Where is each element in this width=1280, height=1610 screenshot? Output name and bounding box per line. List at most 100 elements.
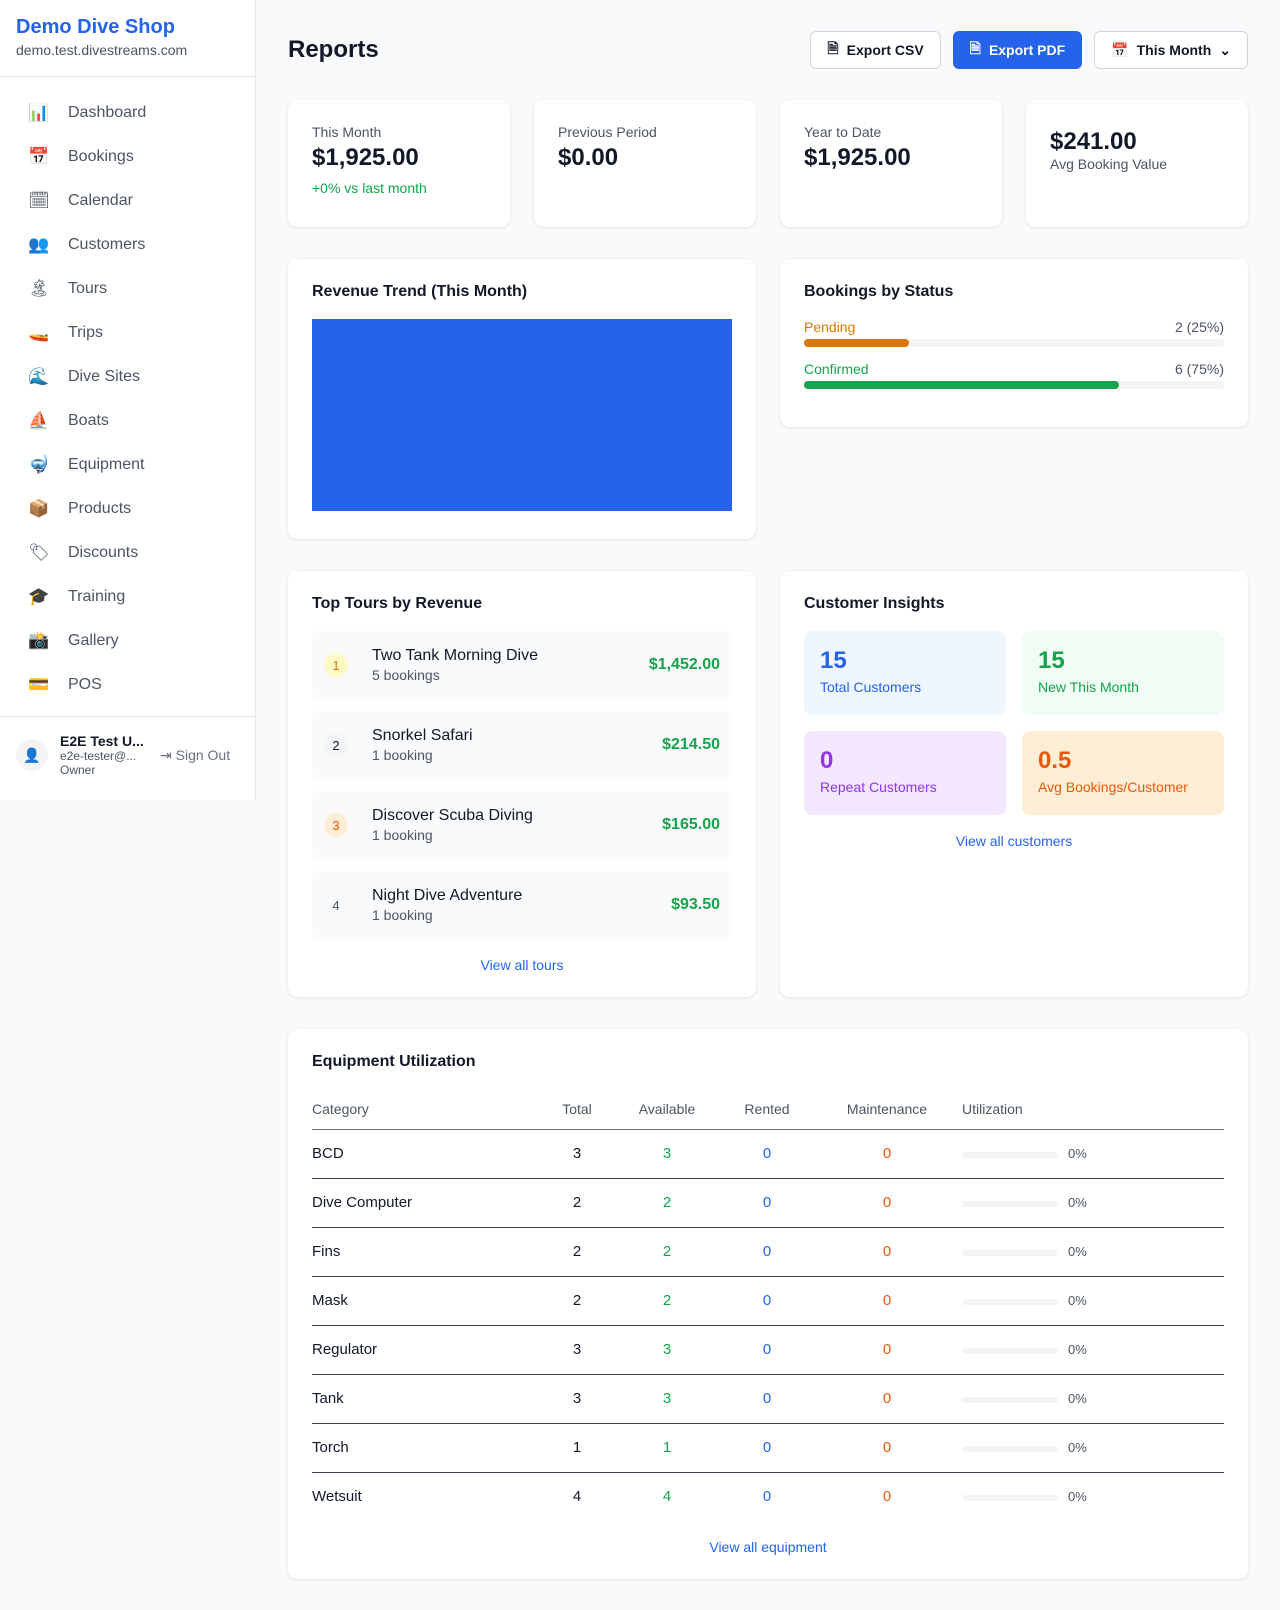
pos-icon: 💳 — [28, 675, 50, 694]
table-cell: Wetsuit — [312, 1472, 542, 1521]
cell-value: 0 — [762, 1341, 772, 1358]
sidebar-nav: 📊 Dashboard 📅 Bookings 🗓 Calendar 👥 Customers 🏝 T… — [0, 77, 255, 721]
table-cell: 2 — [542, 1178, 612, 1228]
insight-label: Avg Bookings/Customer — [1038, 779, 1188, 795]
table-cell: 2 — [542, 1276, 612, 1326]
sidebar-item-pos[interactable]: 💳 POS — [16, 663, 239, 707]
column-header: Available — [612, 1089, 722, 1130]
table-row: Torch 1 1 0 0 0% — [312, 1423, 1224, 1473]
insight-box: 15 New This Month — [1022, 631, 1224, 715]
sidebar-item-dive-sites[interactable]: 🌊 Dive Sites — [16, 355, 239, 399]
sidebar-item-label: Products — [68, 500, 132, 517]
sidebar-item-boats[interactable]: ⛵ Boats — [16, 399, 239, 443]
sidebar-item-label: Dashboard — [68, 104, 147, 121]
period-label: This Month — [1136, 42, 1212, 58]
export-csv-button[interactable]: 🗎 Export CSV — [810, 31, 941, 69]
shop-name[interactable]: Demo Dive Shop — [16, 16, 175, 38]
sidebar-item-dashboard[interactable]: 📊 Dashboard — [16, 91, 239, 135]
table-cell: 0% — [962, 1325, 1224, 1375]
view-all-customers-link[interactable]: View all customers — [955, 833, 1073, 849]
cell-value: 0% — [1068, 1244, 1087, 1259]
table-cell: 0 — [722, 1374, 812, 1424]
rank-badge: 3 — [324, 813, 348, 837]
sidebar-item-gallery[interactable]: 📸 Gallery — [16, 619, 239, 663]
revenue-trend-title: Revenue Trend (This Month) — [312, 283, 528, 300]
tour-name: Snorkel Safari — [372, 727, 473, 744]
sidebar-item-products[interactable]: 📦 Products — [16, 487, 239, 531]
cell-value: 1 — [572, 1439, 582, 1456]
utilization-bar — [962, 1494, 1058, 1501]
tour-item[interactable]: 4 Night Dive Adventure 1 booking $93.50 — [312, 871, 732, 939]
status-row: Confirmed 6 (75%) — [804, 361, 1224, 389]
cell-value: 0 — [882, 1390, 892, 1407]
table-cell: 0 — [812, 1325, 962, 1375]
stat-value: $1,925.00 — [804, 144, 911, 171]
cell-value: 3 — [572, 1341, 582, 1358]
tour-item[interactable]: 1 Two Tank Morning Dive 5 bookings $1,452.0… — [312, 631, 732, 699]
cell-value: 2 — [662, 1243, 672, 1260]
shop-domain: demo.test.divestreams.com — [16, 42, 188, 58]
view-all-equipment-link[interactable]: View all equipment — [709, 1539, 827, 1555]
products-icon: 📦 — [28, 499, 50, 518]
tour-item[interactable]: 3 Discover Scuba Diving 1 booking $165.00 — [312, 791, 732, 859]
chevron-down-icon: ⌄ — [1219, 41, 1231, 58]
bookings-icon: 📅 — [28, 147, 50, 166]
view-all-tours-link[interactable]: View all tours — [480, 957, 564, 973]
cell-value: Regulator — [312, 1341, 378, 1358]
stat-cards: This Month $1,925.00 +0% vs last month Prev… — [288, 100, 1248, 227]
sidebar-item-label: POS — [68, 676, 102, 693]
table-cell: 0% — [962, 1129, 1224, 1179]
insight-box: 0 Repeat Customers — [804, 731, 1006, 815]
sidebar-item-training[interactable]: 🎓 Training — [16, 575, 239, 619]
cell-value: 0% — [1068, 1293, 1087, 1308]
utilization-bar — [962, 1347, 1058, 1354]
sidebar-item-bookings[interactable]: 📅 Bookings — [16, 135, 239, 179]
file-icon: 🗎 — [827, 40, 839, 56]
tour-item[interactable]: 2 Snorkel Safari 1 booking $214.50 — [312, 711, 732, 779]
table-cell: 1 — [542, 1423, 612, 1473]
table-row: BCD 3 3 0 0 0% — [312, 1129, 1224, 1179]
file-icon: 🗎 — [969, 40, 981, 56]
status-bar-fill — [804, 381, 1119, 389]
sidebar-item-calendar[interactable]: 🗓 Calendar — [16, 179, 239, 223]
dive-sites-icon: 🌊 — [28, 367, 50, 386]
tour-name: Night Dive Adventure — [372, 887, 523, 904]
equipment-icon: 🤿 — [28, 455, 50, 474]
period-select[interactable]: 📅 This Month ⌄ — [1094, 31, 1248, 69]
stat-label: This Month — [312, 124, 382, 140]
insight-value: 0.5 — [1038, 747, 1072, 774]
table-cell: Fins — [312, 1227, 542, 1277]
page-title: Reports — [288, 36, 379, 63]
stat-label: Year to Date — [804, 124, 882, 140]
user-role: Owner — [60, 763, 96, 777]
cell-value: 3 — [572, 1145, 582, 1162]
utilization-bar — [962, 1445, 1058, 1452]
cell-value: 0 — [882, 1439, 892, 1456]
sidebar-item-equipment[interactable]: 🤿 Equipment — [16, 443, 239, 487]
column-header: Utilization — [962, 1089, 1224, 1130]
table-cell: 3 — [542, 1374, 612, 1424]
table-cell: 0 — [812, 1276, 962, 1326]
sidebar-item-discounts[interactable]: 🏷 Discounts — [16, 531, 239, 575]
cell-value: 0 — [882, 1145, 892, 1162]
table-cell: Mask — [312, 1276, 542, 1326]
table-cell: 4 — [542, 1472, 612, 1521]
sign-out-button[interactable]: ⇥ Sign Out — [160, 747, 230, 764]
rank-badge: 2 — [324, 733, 348, 757]
sidebar-item-customers[interactable]: 👥 Customers — [16, 223, 239, 267]
customer-insights-card: Customer Insights 15 Total Customers 15 New… — [780, 571, 1248, 997]
export-csv-label: Export CSV — [846, 42, 924, 58]
status-bar — [804, 339, 1224, 347]
export-pdf-button[interactable]: 🗎 Export PDF — [952, 31, 1083, 69]
cell-value: 0 — [762, 1292, 772, 1309]
bookings-status-card: Bookings by Status Pending 2 (25%) Confirm… — [780, 259, 1248, 427]
cell-value: 0% — [1068, 1342, 1087, 1357]
table-cell: 3 — [612, 1325, 722, 1375]
sidebar-item-trips[interactable]: 🚤 Trips — [16, 311, 239, 355]
sidebar-item-label: Training — [68, 588, 126, 605]
utilization-bar — [962, 1396, 1058, 1403]
tour-bookings: 1 booking — [372, 827, 433, 843]
table-row: Dive Computer 2 2 0 0 0% — [312, 1178, 1224, 1228]
sidebar-item-tours[interactable]: 🏝 Tours — [16, 267, 239, 311]
revenue-trend-card: Revenue Trend (This Month) — [288, 259, 756, 539]
